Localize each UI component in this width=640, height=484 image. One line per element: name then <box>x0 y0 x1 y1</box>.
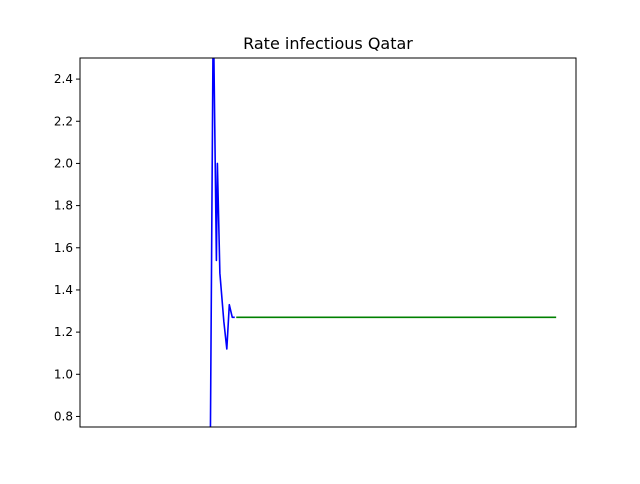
chart-title: Rate infectious Qatar <box>243 34 413 53</box>
y-axis: 0.8 1.0 1.2 1.4 1.6 1.8 2.0 2.2 2.4 <box>54 72 80 423</box>
y-tick-label: 0.8 <box>54 409 73 423</box>
series-line-1 <box>209 58 235 427</box>
y-tick-label: 1.2 <box>54 325 73 339</box>
y-tick-label: 2.2 <box>54 114 73 128</box>
plot-frame <box>79 57 577 428</box>
y-tick-label: 1.4 <box>54 283 73 297</box>
y-tick-label: 2.0 <box>54 156 73 170</box>
series-layer <box>209 58 557 427</box>
y-tick-label: 1.8 <box>54 199 73 213</box>
y-tick-label: 2.4 <box>54 72 73 86</box>
y-tick-label: 1.6 <box>54 241 73 255</box>
y-tick-label: 1.0 <box>54 367 73 381</box>
